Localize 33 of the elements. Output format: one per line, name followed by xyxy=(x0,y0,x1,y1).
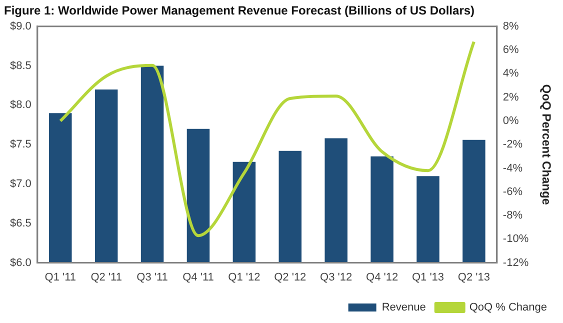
y-tick-label: $7.5 xyxy=(10,138,32,151)
x-tick-label: Q2 '13 xyxy=(458,271,490,284)
x-tick-label: Q4 '12 xyxy=(366,271,398,284)
y2-tick-label: -10% xyxy=(502,233,529,246)
y2-tick-label: 2% xyxy=(502,91,520,104)
y2-tick-label: 0% xyxy=(502,114,520,127)
y-tick-label: $6.5 xyxy=(10,217,32,230)
y-tick-label: $8.0 xyxy=(10,99,32,112)
x-tick-label: Q3 '12 xyxy=(320,271,352,284)
legend-label: Revenue xyxy=(382,302,426,314)
x-tick-label: Q1 '13 xyxy=(412,271,444,284)
y-tick-label: $9.0 xyxy=(10,20,32,32)
x-tick-label: Q1 '12 xyxy=(228,271,260,284)
y2-tick-label: 4% xyxy=(502,68,520,80)
y2-tick-label: -2% xyxy=(502,138,523,151)
y2-tick-label: 8% xyxy=(502,20,520,32)
x-tick-label: Q4 '11 xyxy=(182,271,214,284)
legend-label: QoQ % Change xyxy=(469,302,547,314)
y-tick-label: $7.0 xyxy=(10,178,32,190)
line-series xyxy=(58,40,476,238)
chart-title: Figure 1: Worldwide Power Management Revenue Forecast (Billions of US Dollars) xyxy=(4,4,475,18)
y2-tick-label: -12% xyxy=(502,256,529,269)
y2-tick-label: 6% xyxy=(502,44,520,56)
y-tick-label: $8.5 xyxy=(10,60,32,72)
x-tick-label: Q2 '11 xyxy=(90,271,122,284)
x-tick-label: Q1 '11 xyxy=(44,271,76,284)
y2-tick-label: -6% xyxy=(502,186,523,198)
y2-axis-title: QoQ Percent Change xyxy=(539,84,554,206)
x-tick-label: Q3 '11 xyxy=(136,271,168,284)
x-tick-label: Q2 '12 xyxy=(274,271,306,284)
y2-tick-label: -4% xyxy=(502,162,523,174)
y2-tick-label: -8% xyxy=(502,210,523,222)
y-tick-label: $6.0 xyxy=(10,256,32,269)
